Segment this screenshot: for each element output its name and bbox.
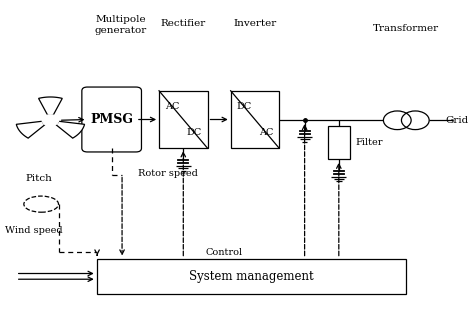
Text: Wind speed: Wind speed (5, 226, 63, 235)
Bar (97, 259, 406, 294)
Circle shape (42, 115, 59, 126)
Polygon shape (38, 97, 62, 115)
Text: Filter: Filter (356, 138, 383, 147)
Text: DC: DC (187, 128, 202, 137)
Bar (231, 91, 279, 148)
Text: AC: AC (259, 128, 273, 137)
Text: Control: Control (205, 248, 242, 257)
Polygon shape (16, 121, 45, 138)
Text: Rotor speed: Rotor speed (138, 168, 198, 178)
Text: AC: AC (165, 102, 179, 111)
Text: Multipole
generator: Multipole generator (95, 15, 147, 35)
Text: System management: System management (189, 270, 314, 283)
Text: Pitch: Pitch (26, 174, 52, 183)
Circle shape (47, 118, 54, 123)
Text: Grid: Grid (446, 116, 469, 125)
Text: Rectifier: Rectifier (161, 19, 206, 28)
Text: Inverter: Inverter (233, 19, 276, 28)
Text: DC: DC (236, 102, 251, 111)
Bar (328, 126, 350, 159)
Text: Transformer: Transformer (373, 24, 439, 33)
Bar (159, 91, 208, 148)
Text: PMSG: PMSG (90, 113, 133, 126)
Polygon shape (56, 121, 84, 138)
FancyBboxPatch shape (82, 87, 141, 152)
